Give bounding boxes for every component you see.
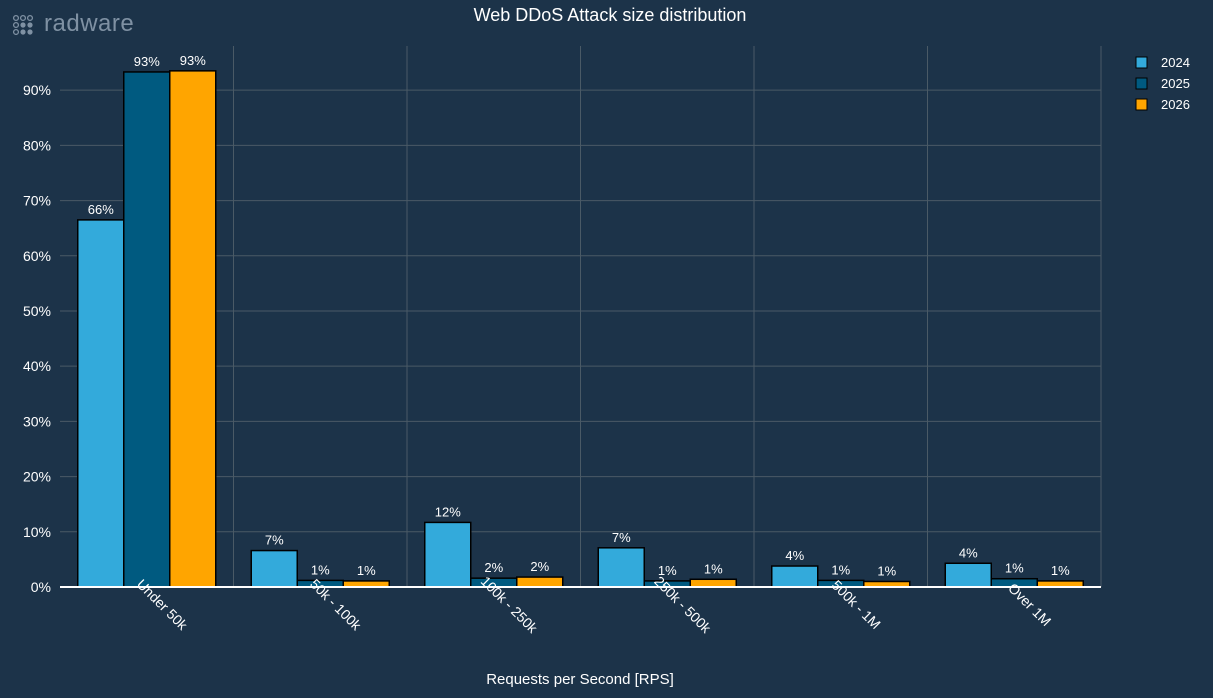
bar-value-label: 4% <box>959 545 978 560</box>
legend[interactable]: 2024 2025 2026 <box>1135 55 1190 112</box>
bar-value-label: 1% <box>311 562 330 577</box>
bar-value-label: 66% <box>88 202 114 217</box>
bar-2024 <box>424 521 472 588</box>
bars <box>77 70 1084 588</box>
data-labels: 66% 93% 93% 7% 1% 1% 12% 2% 2% 7% 1% 1% 4% 1% 1% 4% 1% 1% <box>88 53 1070 579</box>
y-axis: 0% 10% 20% 30% 40% 50% 60% 70% 80% 90% <box>23 82 51 595</box>
grid <box>60 46 1102 587</box>
y-tick-label: 90% <box>23 82 51 98</box>
y-tick-label: 50% <box>23 303 51 319</box>
bar-value-label: 7% <box>265 533 284 548</box>
bar-2024 <box>771 565 819 588</box>
bar-2024 <box>250 549 298 588</box>
bar-value-label: 93% <box>134 54 160 69</box>
legend-item-2026[interactable]: 2026 <box>1135 97 1190 112</box>
y-tick-label: 60% <box>23 248 51 264</box>
bar-value-label: 7% <box>612 530 631 545</box>
legend-item-2024[interactable]: 2024 <box>1135 55 1190 70</box>
y-tick-label: 30% <box>23 413 51 429</box>
y-tick-label: 80% <box>23 137 51 153</box>
bar-value-label: 1% <box>831 562 850 577</box>
legend-swatch <box>1135 56 1148 69</box>
legend-label: 2024 <box>1161 55 1190 70</box>
bar-value-label: 93% <box>180 53 206 68</box>
bar-value-label: 4% <box>785 548 804 563</box>
bar-2026 <box>516 576 564 588</box>
y-tick-label: 0% <box>31 579 51 595</box>
bar-value-label: 1% <box>877 563 896 578</box>
bar-value-label: 2% <box>530 559 549 574</box>
bar-2024 <box>944 562 992 588</box>
chart-title: Web DDoS Attack size distribution <box>474 5 747 25</box>
bar-2025 <box>123 71 171 588</box>
x-axis-title: Requests per Second [RPS] <box>486 671 674 688</box>
bar-value-label: 2% <box>484 560 503 575</box>
y-tick-label: 40% <box>23 358 51 374</box>
bar-2024 <box>597 547 645 588</box>
brand-logo: radware <box>12 10 134 38</box>
legend-label: 2026 <box>1161 97 1190 112</box>
legend-swatch <box>1135 77 1148 90</box>
legend-item-2025[interactable]: 2025 <box>1135 76 1190 91</box>
bar-2026 <box>169 70 217 588</box>
y-tick-label: 10% <box>23 524 51 540</box>
bar-value-label: 1% <box>357 563 376 578</box>
bar-2024 <box>77 219 125 588</box>
bar-value-label: 1% <box>1005 561 1024 576</box>
brand-name: radware <box>44 10 135 37</box>
dot-grid-icon <box>12 14 34 35</box>
bar-value-label: 1% <box>704 561 723 576</box>
bar-value-label: 12% <box>435 504 461 519</box>
bar-value-label: 1% <box>658 563 677 578</box>
bar-value-label: 1% <box>1051 563 1070 578</box>
legend-swatch <box>1135 98 1148 111</box>
y-tick-label: 70% <box>23 193 51 209</box>
legend-label: 2025 <box>1161 76 1190 91</box>
bar-2026 <box>689 578 737 588</box>
y-tick-label: 20% <box>23 469 51 485</box>
